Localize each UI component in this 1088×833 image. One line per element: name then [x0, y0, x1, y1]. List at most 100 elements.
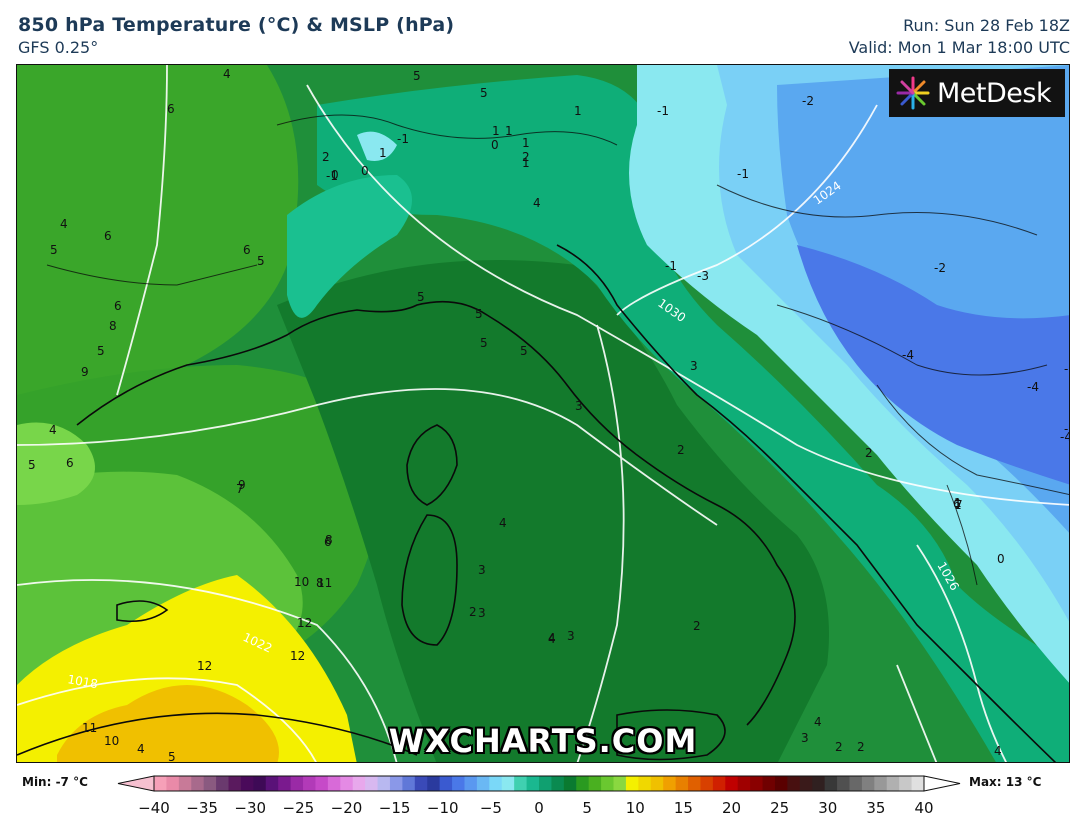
- legend-color-swatch: [303, 776, 317, 791]
- temperature-contour-label: -1: [665, 259, 677, 273]
- balearic-outline: [116, 600, 169, 623]
- chart-title: 850 hPa Temperature (°C) & MSLP (hPa): [18, 14, 455, 36]
- legend-color-swatch: [588, 776, 602, 791]
- legend-tick-label: −5: [480, 799, 502, 817]
- legend-color-swatch: [278, 776, 292, 791]
- legend-color-swatch: [414, 776, 428, 791]
- temperature-contour-label: -2: [802, 94, 814, 108]
- legend-color-swatch: [228, 776, 242, 791]
- temperature-contour-label: 0: [491, 138, 499, 152]
- temperature-contour-label: 5: [417, 290, 425, 304]
- temperature-contour-label: 2: [469, 605, 477, 619]
- legend-color-swatch: [576, 776, 590, 791]
- border-path: [946, 484, 978, 586]
- temperature-contour-label: -4: [902, 348, 914, 362]
- legend-color-swatch: [725, 776, 739, 791]
- north-africa-coast: [17, 712, 418, 756]
- temperature-contour-label: 3: [690, 359, 698, 373]
- legend-color-swatch: [812, 776, 826, 791]
- temperature-contour-label: -4: [1060, 430, 1070, 444]
- legend-color-swatch: [799, 776, 813, 791]
- temperature-contour-label: -4: [1027, 380, 1039, 394]
- legend-color-swatch: [737, 776, 751, 791]
- legend-color-swatch: [663, 776, 677, 791]
- temperature-contour-label: 3: [478, 606, 486, 620]
- temperature-contour-label: 12: [290, 649, 305, 663]
- legend-color-swatch: [526, 776, 540, 791]
- isobar-line: [896, 664, 938, 762]
- temperature-contour-label: 8: [316, 576, 324, 590]
- temperature-contour-label: 1: [574, 104, 582, 118]
- metdesk-logo[interactable]: MetDesk: [889, 69, 1065, 117]
- legend-tick-label: −40: [138, 799, 170, 817]
- legend-color-swatch: [625, 776, 639, 791]
- legend-tick-label: 5: [582, 799, 592, 817]
- temperature-contour-label: 4: [60, 217, 68, 231]
- legend-color-swatch: [638, 776, 652, 791]
- temperature-contour-label: 3: [575, 399, 583, 413]
- temperature-contour-label: 1: [954, 498, 962, 512]
- temperature-contour-label: 4: [994, 744, 1002, 758]
- legend-color-swatch: [178, 776, 192, 791]
- legend-color-swatch: [191, 776, 205, 791]
- legend-tick-label: −10: [427, 799, 459, 817]
- legend-color-swatch: [911, 776, 925, 791]
- temperature-contour-label: 8: [325, 533, 333, 547]
- legend-border: [153, 775, 925, 792]
- isobar-line: [116, 65, 168, 396]
- sicily-outline: [616, 709, 726, 761]
- coastlines: [17, 244, 1057, 762]
- temperature-contour-label: -5: [1064, 362, 1070, 376]
- legend-color-swatch: [452, 776, 466, 791]
- temperature-contour-label: -1: [397, 132, 409, 146]
- temperature-contour-label: 2: [857, 740, 865, 754]
- legend-color-swatch: [253, 776, 267, 791]
- temperature-contour-label: 1: [954, 496, 962, 510]
- temperature-contour-label: 7: [955, 498, 963, 512]
- legend-color-swatch: [787, 776, 801, 791]
- legend-tick-label: −25: [283, 799, 315, 817]
- temperature-contour-label: 2: [835, 740, 843, 754]
- legend-color-swatch: [613, 776, 627, 791]
- isobar-lines: [17, 65, 1069, 762]
- temperature-contour-label: 0: [331, 168, 339, 182]
- legend-tick-label: 10: [626, 799, 645, 817]
- border-path: [876, 384, 1069, 496]
- legend-color-swatch: [427, 776, 441, 791]
- legend-tick-label: 25: [770, 799, 789, 817]
- metdesk-logo-text: MetDesk: [937, 77, 1052, 109]
- temperature-contour-label: 5: [480, 86, 488, 100]
- temperature-contour-label: 12: [297, 616, 312, 630]
- legend-tick-label: −35: [186, 799, 218, 817]
- legend-color-swatch: [315, 776, 329, 791]
- field-orange-warm: [57, 685, 279, 762]
- legend-color-swatch: [675, 776, 689, 791]
- legend-color-swatch: [700, 776, 714, 791]
- temperature-contour-label: 3: [478, 563, 486, 577]
- legend-color-swatch: [837, 776, 851, 791]
- legend-color-swatch: [154, 776, 168, 791]
- temperature-contour-label: 5: [28, 458, 36, 472]
- temperature-contour-label: 3: [567, 629, 575, 643]
- legend-color-swatch: [290, 776, 304, 791]
- temperature-contour-label: 7: [236, 482, 244, 496]
- legend-color-swatch: [489, 776, 503, 791]
- legend-tick-label: 20: [722, 799, 741, 817]
- isobar-label: 1018: [66, 672, 99, 691]
- border-path: [716, 184, 1038, 236]
- legend-tick-label: 40: [914, 799, 933, 817]
- temperature-contour-label: 5: [413, 69, 421, 83]
- temperature-contour-label: -1: [657, 104, 669, 118]
- temperature-contour-label: 6: [167, 102, 175, 116]
- temperature-contour-label: 5: [50, 243, 58, 257]
- weather-map[interactable]: -1-2-1-1-3-2-4-4-5-5-4-110-1210111201554…: [16, 64, 1070, 763]
- field-cold-alps: [357, 131, 397, 161]
- isobar-line: [17, 579, 398, 762]
- temperature-contour-label: 4: [49, 423, 57, 437]
- borders: [46, 114, 1069, 586]
- legend-color-swatch: [774, 776, 788, 791]
- coastline-path: [556, 244, 1057, 762]
- temperature-contour-label: 9: [238, 478, 246, 492]
- temperature-contour-label: 1: [379, 146, 387, 160]
- legend-color-swatch: [551, 776, 565, 791]
